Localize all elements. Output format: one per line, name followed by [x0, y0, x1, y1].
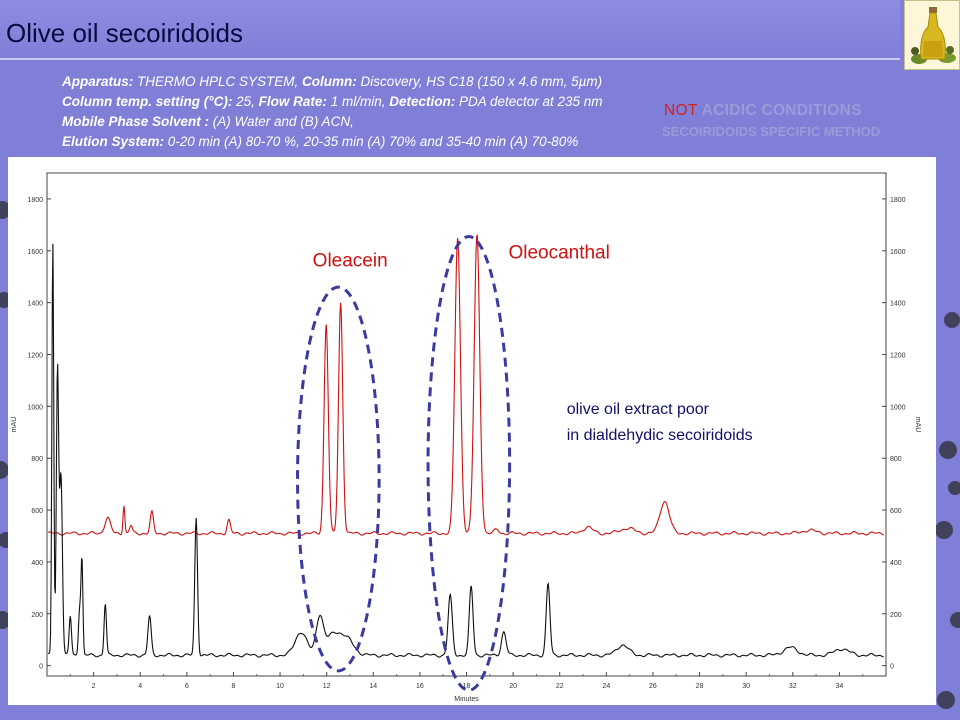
y-tick-label-right: 1200 [890, 352, 906, 359]
y-tick-label-right: 1600 [890, 249, 906, 256]
y-tick-label-right: 200 [890, 612, 902, 619]
slide-title: Olive oil secoiridoids [6, 18, 243, 48]
elution-label: Elution System: [62, 134, 165, 149]
method-line-apparatus: Apparatus: THERMO HPLC SYSTEM, Column: D… [62, 72, 603, 92]
y-tick-label-left: 1400 [27, 301, 43, 308]
annotation-3: in dialdehydic secoiridoids [567, 427, 753, 444]
x-tick-label: 30 [742, 683, 750, 690]
method-line-elution: Elution System: 0-20 min (A) 80-70 %, 20… [62, 132, 603, 152]
y-axis-label-left: mAU [11, 417, 18, 433]
y-tick-label-left: 400 [31, 560, 43, 567]
annotation-0: Oleacein [313, 250, 388, 271]
title-divider [0, 58, 900, 60]
x-tick-label: 26 [649, 683, 657, 690]
apparatus-label: Apparatus: [62, 74, 134, 89]
acidic-conditions-text: ACIDIC CONDITIONS [697, 102, 862, 119]
x-tick-label: 2 [92, 683, 96, 690]
temperature-label: Column temp. setting (°C): [62, 94, 233, 109]
olive-oil-bottle-logo [904, 0, 960, 70]
flow-rate-label: Flow Rate: [254, 94, 327, 109]
y-tick-label-right: 800 [890, 456, 902, 463]
method-description: Apparatus: THERMO HPLC SYSTEM, Column: D… [62, 72, 603, 152]
x-tick-label: 20 [509, 683, 517, 690]
y-tick-label-left: 1000 [27, 404, 43, 411]
x-tick-label: 28 [696, 683, 704, 690]
y-tick-label-right: 400 [890, 560, 902, 567]
column-label: Column: [298, 74, 357, 89]
trace-black [47, 243, 884, 658]
y-tick-label-left: 800 [31, 456, 43, 463]
x-tick-label: 6 [185, 683, 189, 690]
x-tick-label: 18 [463, 683, 471, 690]
method-line-mobile-phase: Mobile Phase Solvent : (A) Water and (B)… [62, 112, 603, 132]
detection-label: Detection: [385, 94, 456, 109]
mobile-phase-label: Mobile Phase Solvent : [62, 114, 210, 129]
y-tick-label-left: 200 [31, 612, 43, 619]
column-value: Discovery, HS C18 (150 x 4.6 mm, 5µm) [356, 74, 603, 89]
y-tick-label-left: 1200 [27, 352, 43, 359]
chromatogram-chart: 0 0 200 200 400 400 600 600 800 800 1000 1000 1200 12… [11, 172, 921, 703]
y-tick-label-left: 600 [31, 508, 43, 515]
not-text: NOT [664, 102, 698, 119]
x-tick-label: 4 [138, 683, 142, 690]
x-tick-label: 14 [369, 683, 377, 690]
plot-frame [46, 172, 887, 677]
trace-red [47, 234, 884, 536]
x-tick-label: 8 [231, 683, 235, 690]
x-axis-label: Minutes [454, 696, 479, 703]
mobile-phase-value: (A) Water and (B) ACN, [209, 114, 354, 129]
annotation-1: Oleocanthal [508, 243, 609, 264]
method-line-temperature: Column temp. setting (°C): 25, Flow Rate… [62, 92, 603, 112]
y-tick-label-right: 1000 [890, 404, 906, 411]
conditions-note: NOT ACIDIC CONDITIONS [664, 102, 862, 120]
oleacein-ellipse [296, 285, 381, 673]
y-tick-label-left: 1600 [27, 249, 43, 256]
specific-method-note: SECOIRIDOIDS SPECIFIC METHOD [662, 124, 881, 139]
title-bar [0, 0, 900, 60]
chart-panel: 0 0 200 200 400 400 600 600 800 800 1000 1000 1200 12… [8, 157, 936, 705]
apparatus-value: THERMO HPLC SYSTEM, [133, 74, 299, 89]
annotation-2: olive oil extract poor [567, 401, 710, 418]
y-tick-label-right: 0 [890, 664, 894, 671]
y-tick-label-left: 1800 [27, 197, 43, 204]
y-tick-label-right: 1800 [890, 197, 906, 204]
x-tick-label: 10 [276, 683, 284, 690]
temperature-value: 25, [232, 94, 255, 109]
x-tick-label: 24 [602, 683, 610, 690]
x-tick-label: 12 [323, 683, 331, 690]
y-tick-label-right: 1400 [890, 301, 906, 308]
x-tick-label: 34 [835, 683, 843, 690]
x-tick-label: 22 [556, 683, 564, 690]
y-tick-label-left: 0 [39, 664, 43, 671]
detection-value: PDA detector at 235 nm [455, 94, 603, 109]
elution-value: 0-20 min (A) 80-70 %, 20-35 min (A) 70% … [164, 134, 579, 149]
oleocanthal-ellipse [426, 235, 512, 692]
y-tick-label-right: 600 [890, 508, 902, 515]
x-tick-label: 32 [789, 683, 797, 690]
x-tick-label: 16 [416, 683, 424, 690]
flow-rate-value: 1 ml/min, [326, 94, 386, 109]
y-axis-label-right: mAU [914, 417, 921, 433]
